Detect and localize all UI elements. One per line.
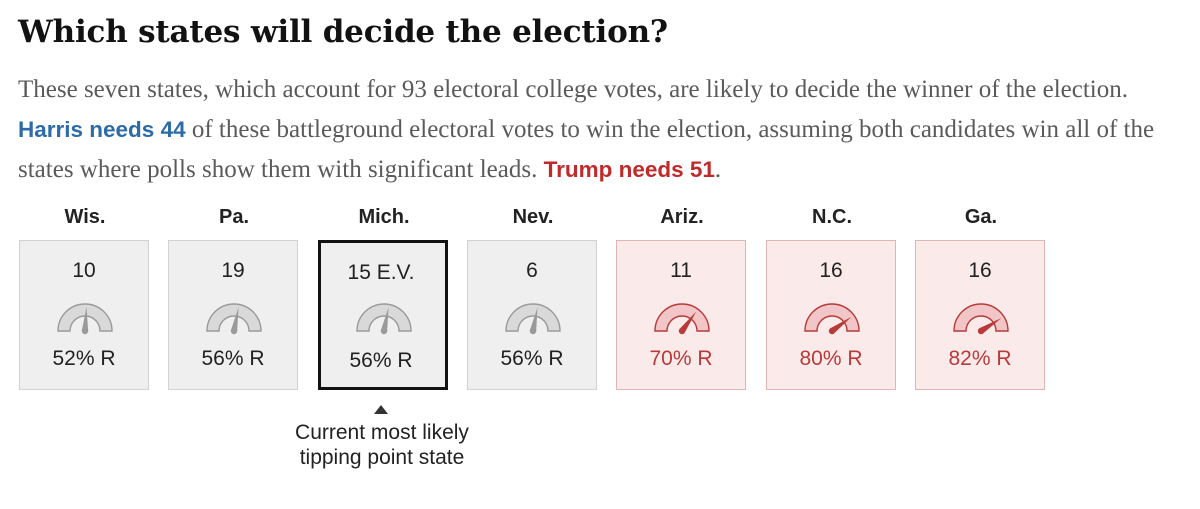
state-card: 16 80% R: [766, 240, 896, 390]
gauge-needle: [230, 307, 239, 332]
state-card: 6 56% R: [467, 240, 597, 390]
gauge-arc: [206, 303, 262, 332]
intro-paragraph: These seven states, which account for 93…: [18, 70, 1193, 190]
tipping-point-annotation: Current most likely tipping point state: [272, 420, 492, 470]
tipping-point-arrow-icon: [374, 405, 388, 414]
gauge-icon: [804, 303, 860, 335]
gauge-hub: [529, 327, 537, 335]
gauge-icon: [356, 303, 412, 335]
state-name: Wis.: [64, 206, 106, 228]
annotation-line-1: Current most likely: [295, 421, 469, 444]
gauge-icon: [57, 303, 113, 335]
gauge-hub: [828, 327, 836, 335]
state-card: 10 52% R: [19, 240, 149, 390]
harris-needs-highlight: Harris needs 44: [18, 117, 186, 142]
gauge-needle: [81, 307, 89, 332]
intro-text-part2: of these battleground electoral votes to…: [18, 116, 1155, 183]
gauge-icon: [953, 303, 1009, 335]
gauge-arc: [953, 303, 1009, 332]
gauge-needle: [380, 307, 389, 332]
gauge-needle: [830, 316, 852, 334]
gauge-icon: [654, 303, 710, 335]
gauge-hub: [81, 327, 89, 335]
electoral-votes: 10: [72, 259, 96, 282]
intro-text-part3: .: [714, 156, 722, 183]
gauge-icon: [206, 303, 262, 335]
gauge-hub: [230, 327, 238, 335]
intro-text-part1: These seven states, which account for 93…: [18, 76, 1128, 103]
gauge-arc: [804, 303, 860, 332]
chart-title: Which states will decide the election?: [18, 14, 668, 50]
win-probability: 56% R: [349, 349, 413, 372]
state-name: Mich.: [358, 206, 410, 228]
win-probability: 56% R: [201, 347, 265, 370]
state-name: Ga.: [964, 206, 998, 228]
state-card: 16 82% R: [915, 240, 1045, 390]
electoral-votes: 16: [819, 259, 843, 282]
gauge-needle: [679, 311, 697, 333]
state-name: Ariz.: [660, 206, 704, 228]
win-probability: 80% R: [799, 347, 863, 370]
state-name: Nev.: [512, 206, 554, 228]
electoral-votes: 6: [526, 259, 538, 282]
win-probability: 70% R: [649, 347, 713, 370]
state-card: 15 E.V. 56% R: [318, 240, 448, 390]
electoral-votes: 11: [670, 259, 692, 282]
gauge-arc: [654, 303, 710, 332]
win-probability: 56% R: [500, 347, 564, 370]
gauge-hub: [380, 327, 388, 335]
electoral-votes: 16: [968, 259, 992, 282]
win-probability: 52% R: [52, 347, 116, 370]
gauge-icon: [505, 303, 561, 335]
electoral-votes: 19: [221, 259, 245, 282]
gauge-needle: [529, 307, 538, 332]
electoral-votes: 15 E.V.: [347, 261, 415, 284]
state-name: Pa.: [218, 206, 250, 228]
trump-needs-highlight: Trump needs 51: [543, 157, 715, 182]
gauge-hub: [977, 327, 985, 335]
gauge-needle: [979, 318, 1002, 334]
gauge-arc: [57, 303, 113, 332]
annotation-line-2: tipping point state: [299, 446, 465, 469]
win-probability: 82% R: [948, 347, 1012, 370]
state-card: 11 70% R: [616, 240, 746, 390]
gauge-arc: [356, 303, 412, 332]
gauge-arc: [505, 303, 561, 332]
state-name: N.C.: [812, 206, 852, 228]
state-card: 19 56% R: [168, 240, 298, 390]
gauge-hub: [678, 327, 686, 335]
